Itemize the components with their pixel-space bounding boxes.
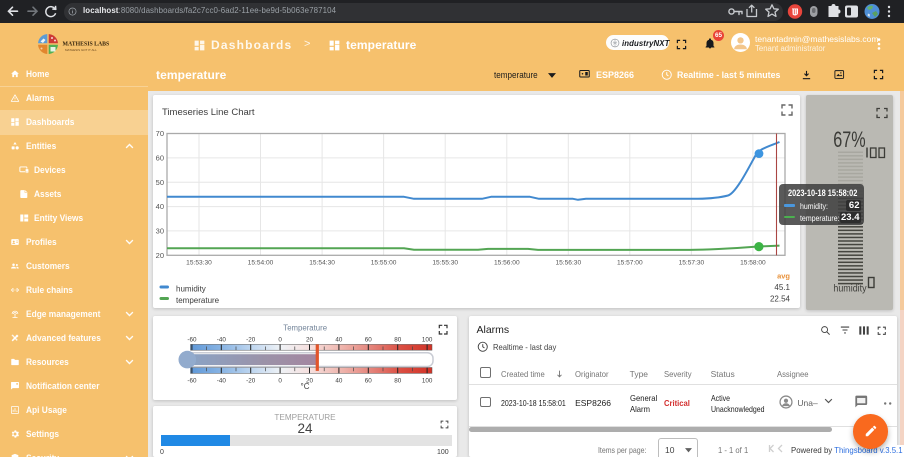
svg-text:80: 80 [394,378,402,385]
svg-text:-60: -60 [187,337,197,344]
svg-text:temperature: temperature [176,296,220,305]
svg-text:20: 20 [156,251,164,260]
svg-text:-20: -20 [246,337,256,344]
svg-text:15:57:00: 15:57:00 [617,260,643,267]
svg-text:Temperature: Temperature [283,324,327,333]
svg-text:60: 60 [156,154,164,163]
svg-text:40: 40 [335,337,343,344]
svg-text:20: 20 [306,337,314,344]
svg-text:30: 30 [156,227,164,236]
svg-text:100: 100 [422,378,433,385]
svg-text:-20: -20 [246,378,256,385]
svg-text:°C: °C [301,382,310,391]
svg-text:15:55:30: 15:55:30 [432,260,458,267]
svg-text:15:53:30: 15:53:30 [186,260,212,267]
svg-text:15:58:00: 15:58:00 [740,260,766,267]
svg-text:40: 40 [156,202,164,211]
svg-text:15:54:30: 15:54:30 [309,260,335,267]
svg-text:80: 80 [394,337,402,344]
svg-text:15:56:30: 15:56:30 [555,260,581,267]
svg-text:60: 60 [365,337,373,344]
svg-text:MATHESIS LABS: MATHESIS LABS [63,42,110,48]
svg-text:70: 70 [156,129,164,138]
svg-text:40: 40 [335,378,343,385]
svg-text:avg: avg [777,272,790,281]
svg-text:15:57:30: 15:57:30 [679,260,705,267]
svg-text:15:56:00: 15:56:00 [494,260,520,267]
svg-text:22.54: 22.54 [770,295,791,304]
svg-text:15:55:00: 15:55:00 [371,260,397,267]
svg-text:humidity: humidity [176,285,206,294]
svg-text:67%: 67% [833,127,865,152]
svg-text:60: 60 [365,378,373,385]
svg-text:humidity: humidity [833,283,866,295]
svg-text:50: 50 [156,178,164,187]
svg-text:-60: -60 [187,378,197,385]
svg-text:-40: -40 [217,378,227,385]
svg-text:0: 0 [278,378,282,385]
svg-text:-40: -40 [217,337,227,344]
svg-text:20: 20 [306,378,314,385]
svg-text:45.1: 45.1 [774,283,790,292]
svg-text:15:54:00: 15:54:00 [248,260,274,267]
svg-text:MATHESIS GOT IT ALL: MATHESIS GOT IT ALL [65,48,97,52]
svg-text:Timeseries Line Chart: Timeseries Line Chart [162,107,255,118]
svg-text:0: 0 [278,337,282,344]
svg-text:100: 100 [422,337,433,344]
